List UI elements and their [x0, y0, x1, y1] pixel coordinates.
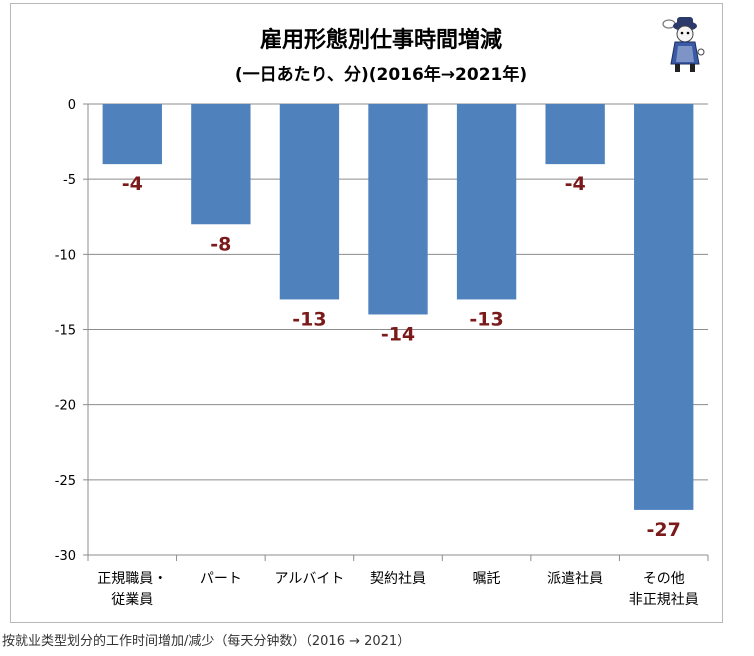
category-label: アルバイト — [274, 571, 344, 587]
category-label: 従業員 — [111, 592, 153, 608]
data-label: -13 — [292, 308, 326, 330]
category-label: その他 — [643, 571, 685, 587]
y-tick-label: 0 — [68, 98, 76, 113]
category-label: 非正規社員 — [629, 592, 699, 608]
data-label: -13 — [469, 308, 503, 330]
bar — [279, 104, 340, 300]
chart-title: 雇用形態別仕事時間増減 — [260, 27, 502, 53]
bar — [456, 104, 517, 300]
data-label: -4 — [565, 173, 586, 195]
y-tick-label: -5 — [63, 173, 76, 188]
category-label: パート — [200, 571, 242, 587]
bar — [545, 104, 605, 165]
mascot-icon — [662, 17, 705, 72]
chart-frame: 雇用形態別仕事時間増減 (一日あたり、分)(2016年→2021年) 0 -5 -1… — [10, 3, 723, 623]
bar — [634, 104, 694, 510]
y-tick-label: -20 — [55, 399, 76, 414]
y-tick-label: -25 — [55, 474, 76, 489]
data-label: -14 — [381, 323, 415, 345]
bar — [191, 104, 251, 225]
bar — [102, 104, 162, 165]
bar — [368, 104, 428, 315]
label-layer: -4 -8 -13 -14 -13 -4 -27 — [122, 173, 681, 541]
bar-layer — [102, 104, 694, 510]
y-tick-label: -30 — [55, 549, 76, 564]
category-label: 派遣社員 — [547, 571, 603, 587]
data-label: -8 — [210, 233, 231, 255]
data-label: -4 — [122, 173, 143, 195]
category-label: 正規職員・ — [97, 571, 167, 587]
chart-subtitle: (一日あたり、分)(2016年→2021年) — [235, 64, 527, 85]
axis-layer: 0 -5 -10 -15 -20 -25 -30 — [55, 98, 709, 564]
category-label: 嘱託 — [473, 571, 501, 587]
category-label: 契約社員 — [370, 571, 426, 587]
y-tick-label: -15 — [55, 324, 76, 339]
bar-chart: 雇用形態別仕事時間増減 (一日あたり、分)(2016年→2021年) 0 -5 -1… — [55, 17, 709, 608]
y-tick-label: -10 — [55, 248, 76, 263]
caption: 按就业类型划分的工作时间增加/减少（每天分钟数）（2016 → 2021） — [2, 634, 411, 649]
data-label: -27 — [647, 519, 681, 541]
